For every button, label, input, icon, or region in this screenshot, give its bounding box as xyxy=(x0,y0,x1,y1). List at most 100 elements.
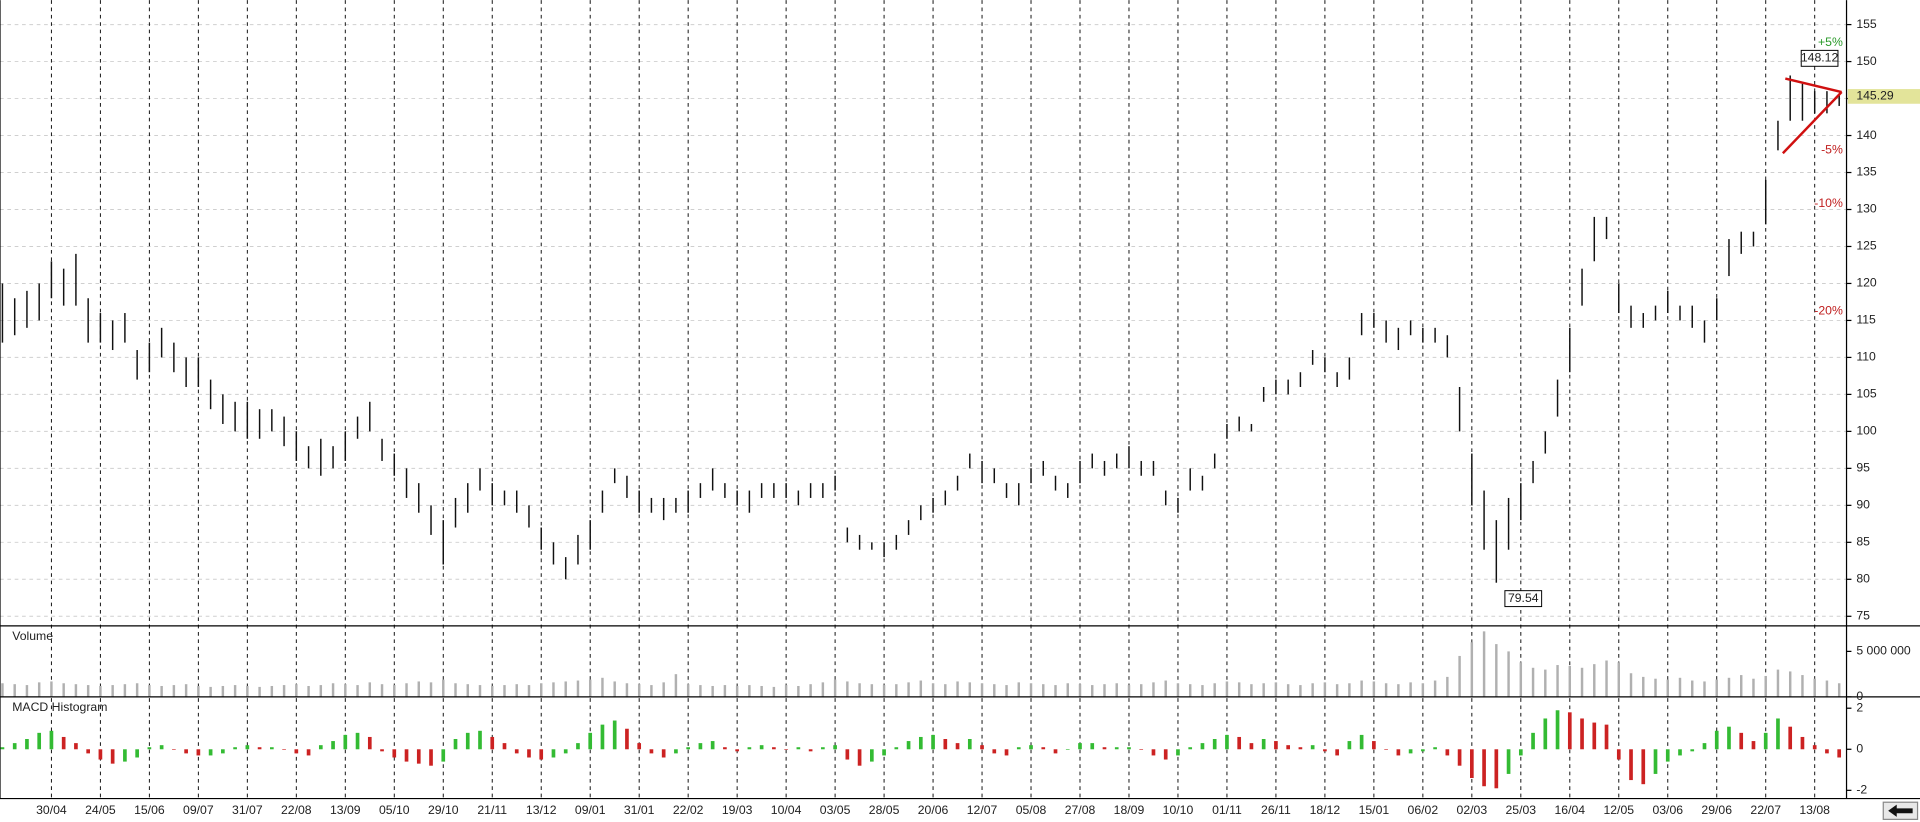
x-tick-label: 20/06 xyxy=(918,803,949,817)
x-tick-label: 13/08 xyxy=(1799,803,1830,817)
macd-bar xyxy=(441,749,446,762)
macd-bar xyxy=(331,741,335,750)
y-tick-label: 95 xyxy=(1856,461,1870,475)
macd-bar xyxy=(1139,749,1144,750)
volume-bar xyxy=(1605,660,1608,697)
volume-bar xyxy=(833,679,837,697)
volume-bar xyxy=(1335,684,1339,697)
volume-bar xyxy=(1507,651,1510,697)
volume-bar xyxy=(1482,631,1486,697)
macd-bar xyxy=(514,749,519,754)
volume-bar xyxy=(491,685,494,697)
volume-bar xyxy=(13,684,16,697)
volume-bar xyxy=(50,681,53,697)
macd-bar xyxy=(490,736,495,750)
volume-bar xyxy=(1078,684,1082,697)
macd-bar xyxy=(1078,743,1082,750)
volume-bar xyxy=(846,681,849,697)
volume-bar xyxy=(1813,678,1816,697)
volume-bar xyxy=(613,681,616,697)
volume-bar xyxy=(1433,680,1437,697)
extreme-label-box xyxy=(1800,49,1839,67)
macd-bar xyxy=(1286,745,1290,750)
volume-bar xyxy=(1152,682,1155,697)
x-tick-label: 21/11 xyxy=(477,803,507,817)
macd-bar xyxy=(784,749,788,750)
macd-bar xyxy=(478,730,482,750)
percent-level-label: -20% xyxy=(1814,304,1843,318)
macd-bar xyxy=(245,745,250,750)
volume-bar xyxy=(184,684,188,697)
volume-bar xyxy=(1666,679,1669,697)
x-tick-label: 25/03 xyxy=(1506,803,1537,817)
volume-bar xyxy=(650,685,653,697)
x-tick-label: 15/01 xyxy=(1359,803,1390,817)
macd-bar xyxy=(1457,749,1462,766)
macd-bar xyxy=(1665,749,1670,762)
macd-bar xyxy=(147,747,152,750)
volume-bar xyxy=(221,685,225,697)
macd-bar xyxy=(416,749,421,764)
back-arrow[interactable] xyxy=(1888,804,1913,817)
volume-bar xyxy=(331,683,335,697)
macd-bar xyxy=(0,747,5,750)
macd-bar xyxy=(61,736,66,750)
volume-bar xyxy=(637,684,641,697)
x-tick-label: 31/07 xyxy=(232,803,263,817)
macd-bar xyxy=(282,749,286,750)
volume-bar xyxy=(1568,665,1572,697)
volume-bar xyxy=(1299,685,1302,697)
volume-bar xyxy=(1519,662,1523,697)
volume-bar xyxy=(270,685,274,697)
macd-bar xyxy=(1090,743,1095,750)
volume-bar xyxy=(870,684,874,697)
y-tick-label: 115 xyxy=(1856,313,1876,327)
volume-bar xyxy=(1286,684,1290,697)
y-tick-label: 120 xyxy=(1856,276,1877,290)
volume-bar xyxy=(1348,683,1351,697)
macd-bar xyxy=(1543,718,1548,750)
volume-bar xyxy=(1801,675,1804,697)
macd-bar xyxy=(37,732,42,750)
volume-bar xyxy=(1580,667,1584,697)
x-tick-label: 10/04 xyxy=(771,803,802,817)
volume-bar xyxy=(1066,683,1069,697)
y-tick-label: 110 xyxy=(1856,350,1876,364)
macd-bar xyxy=(1629,749,1633,781)
macd-bar xyxy=(1788,726,1793,750)
volume-bar xyxy=(1409,682,1412,697)
volume-bar xyxy=(1531,667,1535,697)
volume-bar xyxy=(723,685,727,697)
x-tick-label: 10/10 xyxy=(1163,803,1194,817)
x-tick-label: 13/09 xyxy=(330,803,361,817)
volume-bar xyxy=(1091,685,1094,697)
macd-bar xyxy=(563,749,568,754)
macd-bar xyxy=(465,732,470,750)
volume-bar xyxy=(1642,676,1645,697)
macd-bar xyxy=(1249,743,1254,750)
macd-bar xyxy=(527,749,531,758)
macd-bar xyxy=(502,743,507,750)
volume-bar xyxy=(466,684,469,697)
volume-bar xyxy=(1201,685,1204,697)
macd-bar xyxy=(882,749,886,756)
macd-bar xyxy=(1004,749,1009,756)
x-tick-label: 12/07 xyxy=(967,803,998,817)
volume-bar xyxy=(197,685,200,697)
volume-bar xyxy=(760,685,763,697)
macd-bar xyxy=(1751,741,1756,750)
volume-bar xyxy=(417,681,420,697)
percent-level-label: -5% xyxy=(1821,142,1843,156)
volume-bar xyxy=(1140,684,1143,697)
volume-bar xyxy=(1788,671,1792,697)
last-price-highlight xyxy=(1847,89,1920,104)
x-tick-label: 22/07 xyxy=(1750,803,1781,817)
scroll-button[interactable] xyxy=(1882,801,1919,820)
volume-bar xyxy=(784,685,788,697)
macd-bar xyxy=(1274,741,1278,750)
volume-bar xyxy=(980,683,984,697)
volume-bar xyxy=(282,685,286,697)
macd-bar xyxy=(1029,745,1033,750)
macd-bar xyxy=(1335,749,1339,756)
y-tick-label: 100 xyxy=(1856,424,1877,438)
